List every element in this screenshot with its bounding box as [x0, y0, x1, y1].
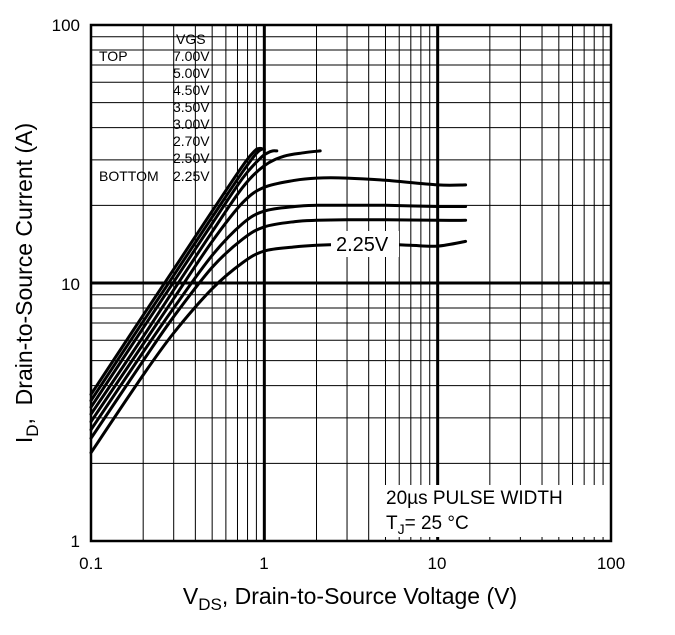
y-tick-labels: 1 10 100 [52, 16, 80, 551]
y-tick-label: 1 [71, 532, 80, 551]
junction-temp-subscript: J [398, 521, 405, 537]
junction-temp-rest: = 25 °C [405, 513, 469, 534]
x-axis-label-subscript: DS [198, 595, 222, 614]
y-tick-label: 100 [52, 16, 80, 35]
x-tick-label: 100 [597, 554, 625, 573]
legend-bottom-label: BOTTOM [99, 168, 159, 184]
legend-entry: 2.50V [173, 150, 210, 166]
junction-temp-note: TJ= 25 °C [386, 513, 469, 537]
legend-entry: 2.25V [173, 168, 210, 184]
y-axis-label-subscript: D [23, 424, 42, 436]
y-axis-label: ID, Drain-to-Source Current (A) [11, 123, 42, 443]
legend-entry: 3.00V [173, 116, 210, 132]
legend-entry: 2.70V [173, 133, 210, 149]
pulse-width-note: 20µs PULSE WIDTH [386, 488, 563, 509]
legend: VGS TOP 7.00V 5.00V 4.50V 3.50V 3.00V 2.… [99, 31, 210, 184]
series-line-8 [89, 239, 468, 455]
x-axis-label-main: V [183, 583, 199, 609]
junction-temp-main: T [386, 513, 398, 534]
x-tick-label: 10 [428, 554, 447, 573]
legend-entry: 7.00V [173, 48, 210, 64]
legend-entry: 3.50V [173, 99, 210, 115]
series-line-2 [89, 147, 266, 403]
x-axis-label: VDS, Drain-to-Source Voltage (V) [183, 583, 517, 614]
x-tick-label: 0.1 [79, 554, 103, 573]
curve-label-2-25v: 2.25V [336, 234, 389, 256]
x-axis-label-rest: , Drain-to-Source Voltage (V) [222, 583, 517, 609]
curve-group [89, 146, 468, 455]
conditions-box [380, 485, 608, 537]
legend-entry: 4.50V [173, 82, 210, 98]
legend-header: VGS [176, 31, 206, 47]
x-tick-labels: 0.1 1 10 100 [79, 554, 625, 573]
legend-top-label: TOP [99, 48, 128, 64]
series-line-6 [89, 203, 468, 432]
series-line-3 [89, 149, 279, 409]
x-tick-label: 1 [259, 554, 268, 573]
curve-label-background [331, 231, 399, 257]
series-line-4 [89, 149, 322, 416]
series-line-7 [89, 218, 468, 440]
series-line-1 [89, 146, 263, 396]
y-tick-label: 10 [61, 275, 80, 294]
y-axis-label-rest: , Drain-to-Source Current (A) [11, 123, 37, 425]
plot-frame [89, 23, 613, 543]
series-line-5 [89, 176, 468, 424]
legend-entry: 5.00V [173, 65, 210, 81]
y-axis-label-main: I [11, 437, 37, 443]
